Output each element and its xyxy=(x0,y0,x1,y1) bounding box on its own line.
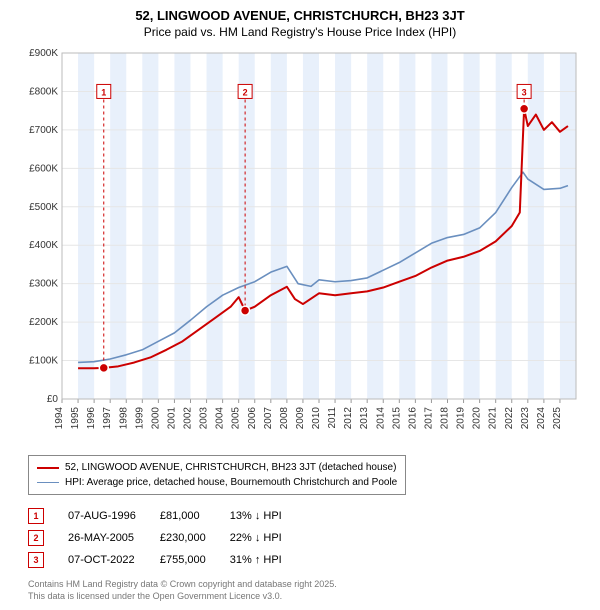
marker-date: 26-MAY-2005 xyxy=(68,527,160,549)
svg-text:1994: 1994 xyxy=(54,407,65,430)
svg-text:2004: 2004 xyxy=(215,407,226,430)
marker-price: £81,000 xyxy=(160,505,230,527)
table-row: 2 26-MAY-2005£230,00022% ↓ HPI xyxy=(28,527,306,549)
chart-title: 52, LINGWOOD AVENUE, CHRISTCHURCH, BH23 … xyxy=(8,8,592,23)
markers-table: 1 07-AUG-1996£81,00013% ↓ HPI 2 26-MAY-2005… xyxy=(28,505,306,571)
chart-container: £0 £100K £200K £300K £400K £500K £600K £700K £80… xyxy=(20,47,580,447)
svg-text:£300K: £300K xyxy=(29,279,58,290)
svg-text:2001: 2001 xyxy=(166,407,177,430)
svg-text:2002: 2002 xyxy=(183,407,194,430)
svg-text:£200K: £200K xyxy=(29,317,58,328)
table-row: 1 07-AUG-1996£81,00013% ↓ HPI xyxy=(28,505,306,527)
marker-price: £230,000 xyxy=(160,527,230,549)
marker-index-box: 1 xyxy=(28,508,44,524)
svg-text:2013: 2013 xyxy=(359,407,370,430)
legend-row: HPI: Average price, detached house, Bour… xyxy=(37,475,397,490)
legend-label: HPI: Average price, detached house, Bour… xyxy=(65,475,397,490)
legend-row: 52, LINGWOOD AVENUE, CHRISTCHURCH, BH23 … xyxy=(37,460,397,475)
chart-subtitle: Price paid vs. HM Land Registry's House … xyxy=(8,25,592,39)
marker-delta: 13% ↓ HPI xyxy=(230,505,306,527)
line-chart: £0 £100K £200K £300K £400K £500K £600K £700K £80… xyxy=(20,47,580,447)
svg-text:2007: 2007 xyxy=(263,407,274,430)
marker-delta: 22% ↓ HPI xyxy=(230,527,306,549)
svg-text:3: 3 xyxy=(522,87,527,97)
svg-text:2009: 2009 xyxy=(295,407,306,430)
svg-text:£900K: £900K xyxy=(29,48,58,59)
svg-text:£600K: £600K xyxy=(29,163,58,174)
svg-text:2010: 2010 xyxy=(311,407,322,430)
svg-text:£400K: £400K xyxy=(29,240,58,251)
svg-text:2023: 2023 xyxy=(520,407,531,430)
legend: 52, LINGWOOD AVENUE, CHRISTCHURCH, BH23 … xyxy=(28,455,592,495)
svg-text:1998: 1998 xyxy=(118,407,129,430)
svg-text:£0: £0 xyxy=(47,394,59,405)
marker-date: 07-OCT-2022 xyxy=(68,549,160,571)
svg-text:2000: 2000 xyxy=(150,407,161,430)
svg-text:£100K: £100K xyxy=(29,356,58,367)
marker-date: 07-AUG-1996 xyxy=(68,505,160,527)
svg-text:2019: 2019 xyxy=(456,407,467,430)
svg-text:£700K: £700K xyxy=(29,125,58,136)
svg-text:2018: 2018 xyxy=(440,407,451,430)
svg-text:2: 2 xyxy=(243,87,248,97)
svg-text:£500K: £500K xyxy=(29,202,58,213)
svg-text:2022: 2022 xyxy=(504,407,515,430)
svg-text:1997: 1997 xyxy=(102,407,113,430)
marker-delta: 31% ↑ HPI xyxy=(230,549,306,571)
attribution: Contains HM Land Registry data © Crown c… xyxy=(28,579,592,602)
marker-price: £755,000 xyxy=(160,549,230,571)
svg-text:2006: 2006 xyxy=(247,407,258,430)
legend-swatch xyxy=(37,482,59,484)
svg-text:2024: 2024 xyxy=(536,407,547,430)
svg-text:2008: 2008 xyxy=(279,407,290,430)
table-row: 3 07-OCT-2022£755,00031% ↑ HPI xyxy=(28,549,306,571)
svg-text:£800K: £800K xyxy=(29,86,58,97)
svg-text:2003: 2003 xyxy=(199,407,210,430)
svg-text:1999: 1999 xyxy=(134,407,145,430)
legend-label: 52, LINGWOOD AVENUE, CHRISTCHURCH, BH23 … xyxy=(65,460,396,475)
svg-text:2012: 2012 xyxy=(343,407,354,430)
svg-text:2021: 2021 xyxy=(488,407,499,430)
attribution-line: This data is licensed under the Open Gov… xyxy=(28,591,592,603)
marker-index-box: 3 xyxy=(28,552,44,568)
svg-text:2025: 2025 xyxy=(552,407,563,430)
svg-text:1996: 1996 xyxy=(86,407,97,430)
legend-swatch xyxy=(37,467,59,469)
svg-text:2015: 2015 xyxy=(391,407,402,430)
svg-text:2017: 2017 xyxy=(423,407,434,430)
svg-text:2011: 2011 xyxy=(327,407,338,429)
marker-index-box: 2 xyxy=(28,530,44,546)
svg-text:1: 1 xyxy=(101,87,106,97)
svg-text:2020: 2020 xyxy=(472,407,483,430)
attribution-line: Contains HM Land Registry data © Crown c… xyxy=(28,579,592,591)
svg-text:1995: 1995 xyxy=(70,407,81,430)
svg-text:2005: 2005 xyxy=(231,407,242,430)
svg-text:2014: 2014 xyxy=(375,407,386,430)
svg-text:2016: 2016 xyxy=(407,407,418,430)
